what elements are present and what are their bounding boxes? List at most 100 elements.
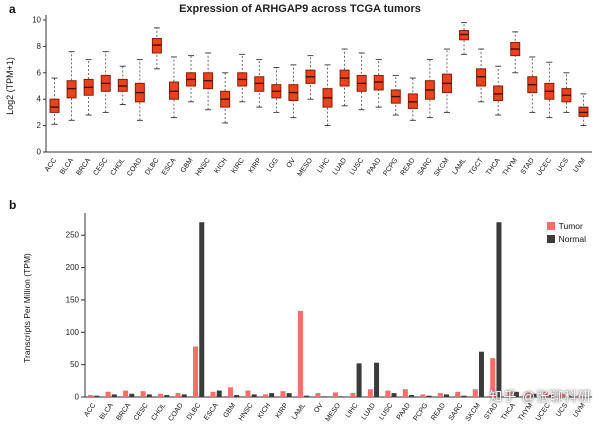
normal-bar [478,351,484,397]
boxplot-box [271,67,282,113]
tumor-bar [437,393,443,397]
x-tick-label: CESC [92,157,109,177]
boxplot-box [83,59,94,116]
x-tick-label: READ [430,402,447,422]
tumor-bar [385,390,391,397]
x-tick-label: KIRP [275,402,290,420]
bar-chart: 0 50 100 150 200 250 Transcripts Per Million (… [22,213,592,423]
y-axis-label: Transcripts Per Million (TPM) [22,253,32,363]
tumor-bar [140,391,146,397]
x-tick-label: LIHC [345,402,360,419]
normal-bar [164,395,170,397]
y-tick-label: 4 [37,95,42,104]
x-tick-label: COAD [167,402,184,423]
x-tick-label: MESO [297,157,315,178]
normal-bar [391,393,397,397]
tumor-bar [577,395,583,397]
x-tick-label: THCA [485,157,502,177]
normal-bar [356,363,362,397]
tumor-bar [315,393,321,397]
x-tick-label: HNSC [195,157,212,177]
tumor-bar [228,387,234,397]
boxplot-box [373,59,384,108]
boxplot-box [441,48,452,113]
boxplot-box [237,53,248,103]
boxplot-box [203,52,214,111]
x-tick-label: ACC [44,157,58,173]
tumor-bar [193,346,199,397]
x-tick-label: SKCM [433,157,450,178]
x-tick-label: PCPG [382,157,399,177]
x-tick-label: BLCA [99,402,115,421]
boxplot-box [168,56,179,119]
x-tick-label: READ [400,157,417,177]
x-tick-label: ESCA [161,157,178,177]
x-tick-label: UCS [556,157,570,173]
boxplot-box [544,61,555,119]
y-tick-label: 100 [66,328,80,337]
boxplot-box [510,31,521,74]
x-tick-label: STAD [520,157,536,176]
tumor-bar [507,390,513,397]
x-tick-label: KIRP [248,157,263,175]
y-tick-label: 0 [37,148,42,157]
normal-bar [269,393,275,397]
y-tick-label: 50 [70,360,79,369]
boxplot-box [459,22,470,55]
legend-label-tumor: Tumor [558,221,583,231]
normal-bar [234,395,240,397]
x-tick-label: CHOL [150,402,167,422]
x-tick-label: LGG [266,157,280,173]
boxplot-box [254,59,265,108]
boxplot-box [305,55,316,100]
boxplot-box [66,51,77,121]
normal-bar [426,395,432,397]
tumor-swatch [546,222,555,230]
boxplot-box [578,93,589,127]
y-tick-label: 8 [37,42,42,51]
tumor-bar [472,389,478,397]
tumor-bar [332,392,338,397]
normal-bar [409,395,415,397]
tumor-bar [455,391,461,397]
x-tick-label: DLBC [186,402,202,421]
x-tick-label: KICH [213,157,228,175]
boxplot-box [493,65,504,116]
normal-bar [583,396,589,397]
boxplot-box [390,74,401,116]
panel-b-label: b [9,198,17,212]
tumor-bar [367,389,373,397]
normal-bar [339,396,345,397]
y-tick-label: 0 [75,393,80,402]
y-tick-label: 2 [37,121,42,130]
normal-swatch [546,235,555,243]
boxplot-box [339,48,350,107]
normal-bar [286,393,292,397]
tumor-bar [158,393,164,397]
normal-bar [304,395,310,397]
normal-bar [496,222,502,397]
x-tick-label: LUSC [378,402,394,421]
y-tick-label: 10 [32,16,41,25]
x-tick-label: ACC [83,402,97,418]
x-tick-label: CHOL [110,157,127,177]
chart-title: Expression of ARHGAP9 across TCGA tumors [179,3,421,15]
normal-bar [94,395,100,397]
x-tick-label: LIHC [316,157,331,174]
legend-label-normal: Normal [558,234,586,244]
boxplot-chart: 0 2 4 6 8 10 Log2 (TPM+1) ACC BLCA BRCA CESC CHOL CO… [5,15,592,178]
normal-bar [129,393,135,397]
x-tick-label: PCPG [412,402,429,422]
x-tick-label: BRCA [75,157,92,177]
tumor-bar [245,390,251,397]
boxplot-box [356,52,367,111]
normal-bar [321,396,327,397]
tumor-bar [210,391,216,397]
x-tick-label: COAD [126,157,143,178]
tumor-bar [280,391,286,397]
y-tick-label: 250 [66,231,80,240]
x-tick-label: GBM [222,402,237,419]
normal-bar [374,362,380,397]
x-tick-label: LUAD [361,402,377,421]
x-tick-label: HNSC [238,402,255,422]
